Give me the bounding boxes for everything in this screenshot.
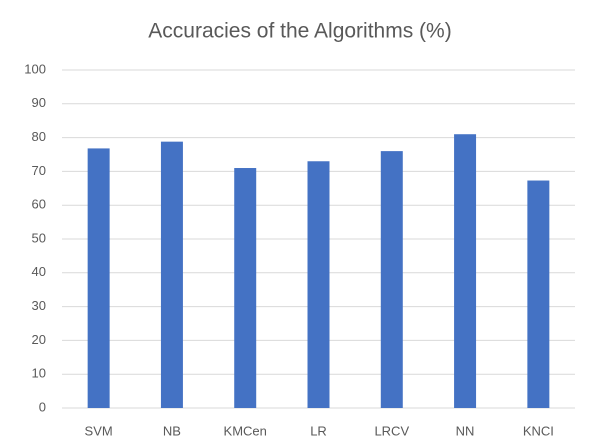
y-tick-label: 30: [32, 298, 46, 313]
y-tick-label: 60: [32, 197, 46, 212]
y-tick-label: 80: [32, 129, 46, 144]
chart-title: Accuracies of the Algorithms (%): [148, 20, 451, 43]
bar: [307, 161, 330, 408]
x-tick-label: KNCI: [523, 423, 554, 438]
bar: [380, 151, 403, 408]
x-tick-label: NN: [456, 423, 475, 438]
y-tick-label: 70: [32, 163, 46, 178]
y-tick-label: 20: [32, 332, 46, 347]
bar: [527, 180, 550, 408]
x-tick-label: SVM: [85, 423, 113, 438]
y-tick-label: 40: [32, 264, 46, 279]
y-tick-label: 100: [24, 61, 46, 76]
y-tick-label: 10: [32, 366, 46, 381]
x-tick-label: LR: [310, 423, 327, 438]
x-tick-label: LRCV: [374, 423, 409, 438]
y-tick-label: 90: [32, 95, 46, 110]
y-tick-label: 0: [39, 399, 46, 414]
y-tick-label: 50: [32, 230, 46, 245]
bar: [160, 141, 183, 408]
bar: [234, 168, 257, 408]
bar: [87, 148, 110, 408]
bar: [454, 134, 477, 408]
x-tick-label: KMCen: [224, 423, 267, 438]
x-tick-label: NB: [163, 423, 181, 438]
